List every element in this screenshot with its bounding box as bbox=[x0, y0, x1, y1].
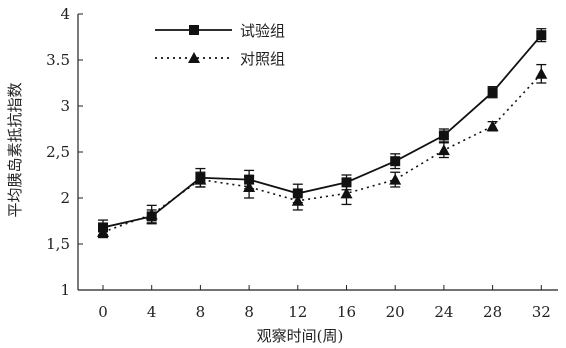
x-tick-label: 12 bbox=[288, 303, 307, 321]
y-tick-label: 3.5 bbox=[46, 51, 70, 69]
x-tick-label: 8 bbox=[196, 303, 206, 321]
y-tick-label: 2 bbox=[60, 189, 70, 207]
x-tick-label: 28 bbox=[483, 303, 502, 321]
x-tick-label: 24 bbox=[434, 303, 453, 321]
data-point bbox=[243, 180, 256, 192]
data-point bbox=[486, 120, 499, 132]
series-line bbox=[102, 34, 542, 229]
y-tick-label: 4 bbox=[60, 5, 70, 23]
chart-series bbox=[97, 28, 548, 239]
series-line bbox=[102, 73, 542, 233]
series-control-group bbox=[97, 63, 548, 239]
series-trial-group bbox=[98, 28, 547, 236]
y-tick-label: 3 bbox=[60, 97, 70, 115]
data-point bbox=[194, 173, 207, 185]
x-axis-title: 观察时间(周) bbox=[257, 327, 344, 345]
y-tick-label: 2,5 bbox=[46, 143, 70, 161]
x-tick-label: 0 bbox=[98, 303, 108, 321]
data-point bbox=[340, 187, 353, 199]
legend-marker bbox=[188, 52, 200, 63]
data-point bbox=[487, 87, 498, 98]
chart-axes: 1 1,5 2 2,5 3 3.5 4 0 4 8 8 12 16 20 24 28 32 bbox=[46, 5, 558, 321]
data-point bbox=[97, 226, 109, 238]
legend-label: 试验组 bbox=[240, 22, 285, 40]
legend-label: 对照组 bbox=[240, 50, 285, 68]
y-tick-label: 1 bbox=[60, 281, 70, 299]
x-tick-label: 16 bbox=[337, 303, 356, 321]
data-point bbox=[291, 194, 304, 206]
data-point bbox=[438, 130, 449, 141]
data-point bbox=[437, 144, 450, 156]
legend-marker bbox=[189, 25, 199, 35]
data-point bbox=[390, 156, 401, 167]
data-point bbox=[535, 67, 548, 79]
x-tick-label: 4 bbox=[147, 303, 157, 321]
x-tick-label: 8 bbox=[244, 303, 254, 321]
data-point bbox=[389, 173, 402, 185]
x-tick-label: 20 bbox=[386, 303, 405, 321]
x-tick-label: 32 bbox=[532, 303, 551, 321]
y-axis-title: 平均胰岛素抵抗指数 bbox=[6, 82, 24, 217]
y-tick-label: 1,5 bbox=[46, 235, 70, 253]
data-point bbox=[145, 208, 158, 220]
data-point bbox=[536, 30, 547, 41]
